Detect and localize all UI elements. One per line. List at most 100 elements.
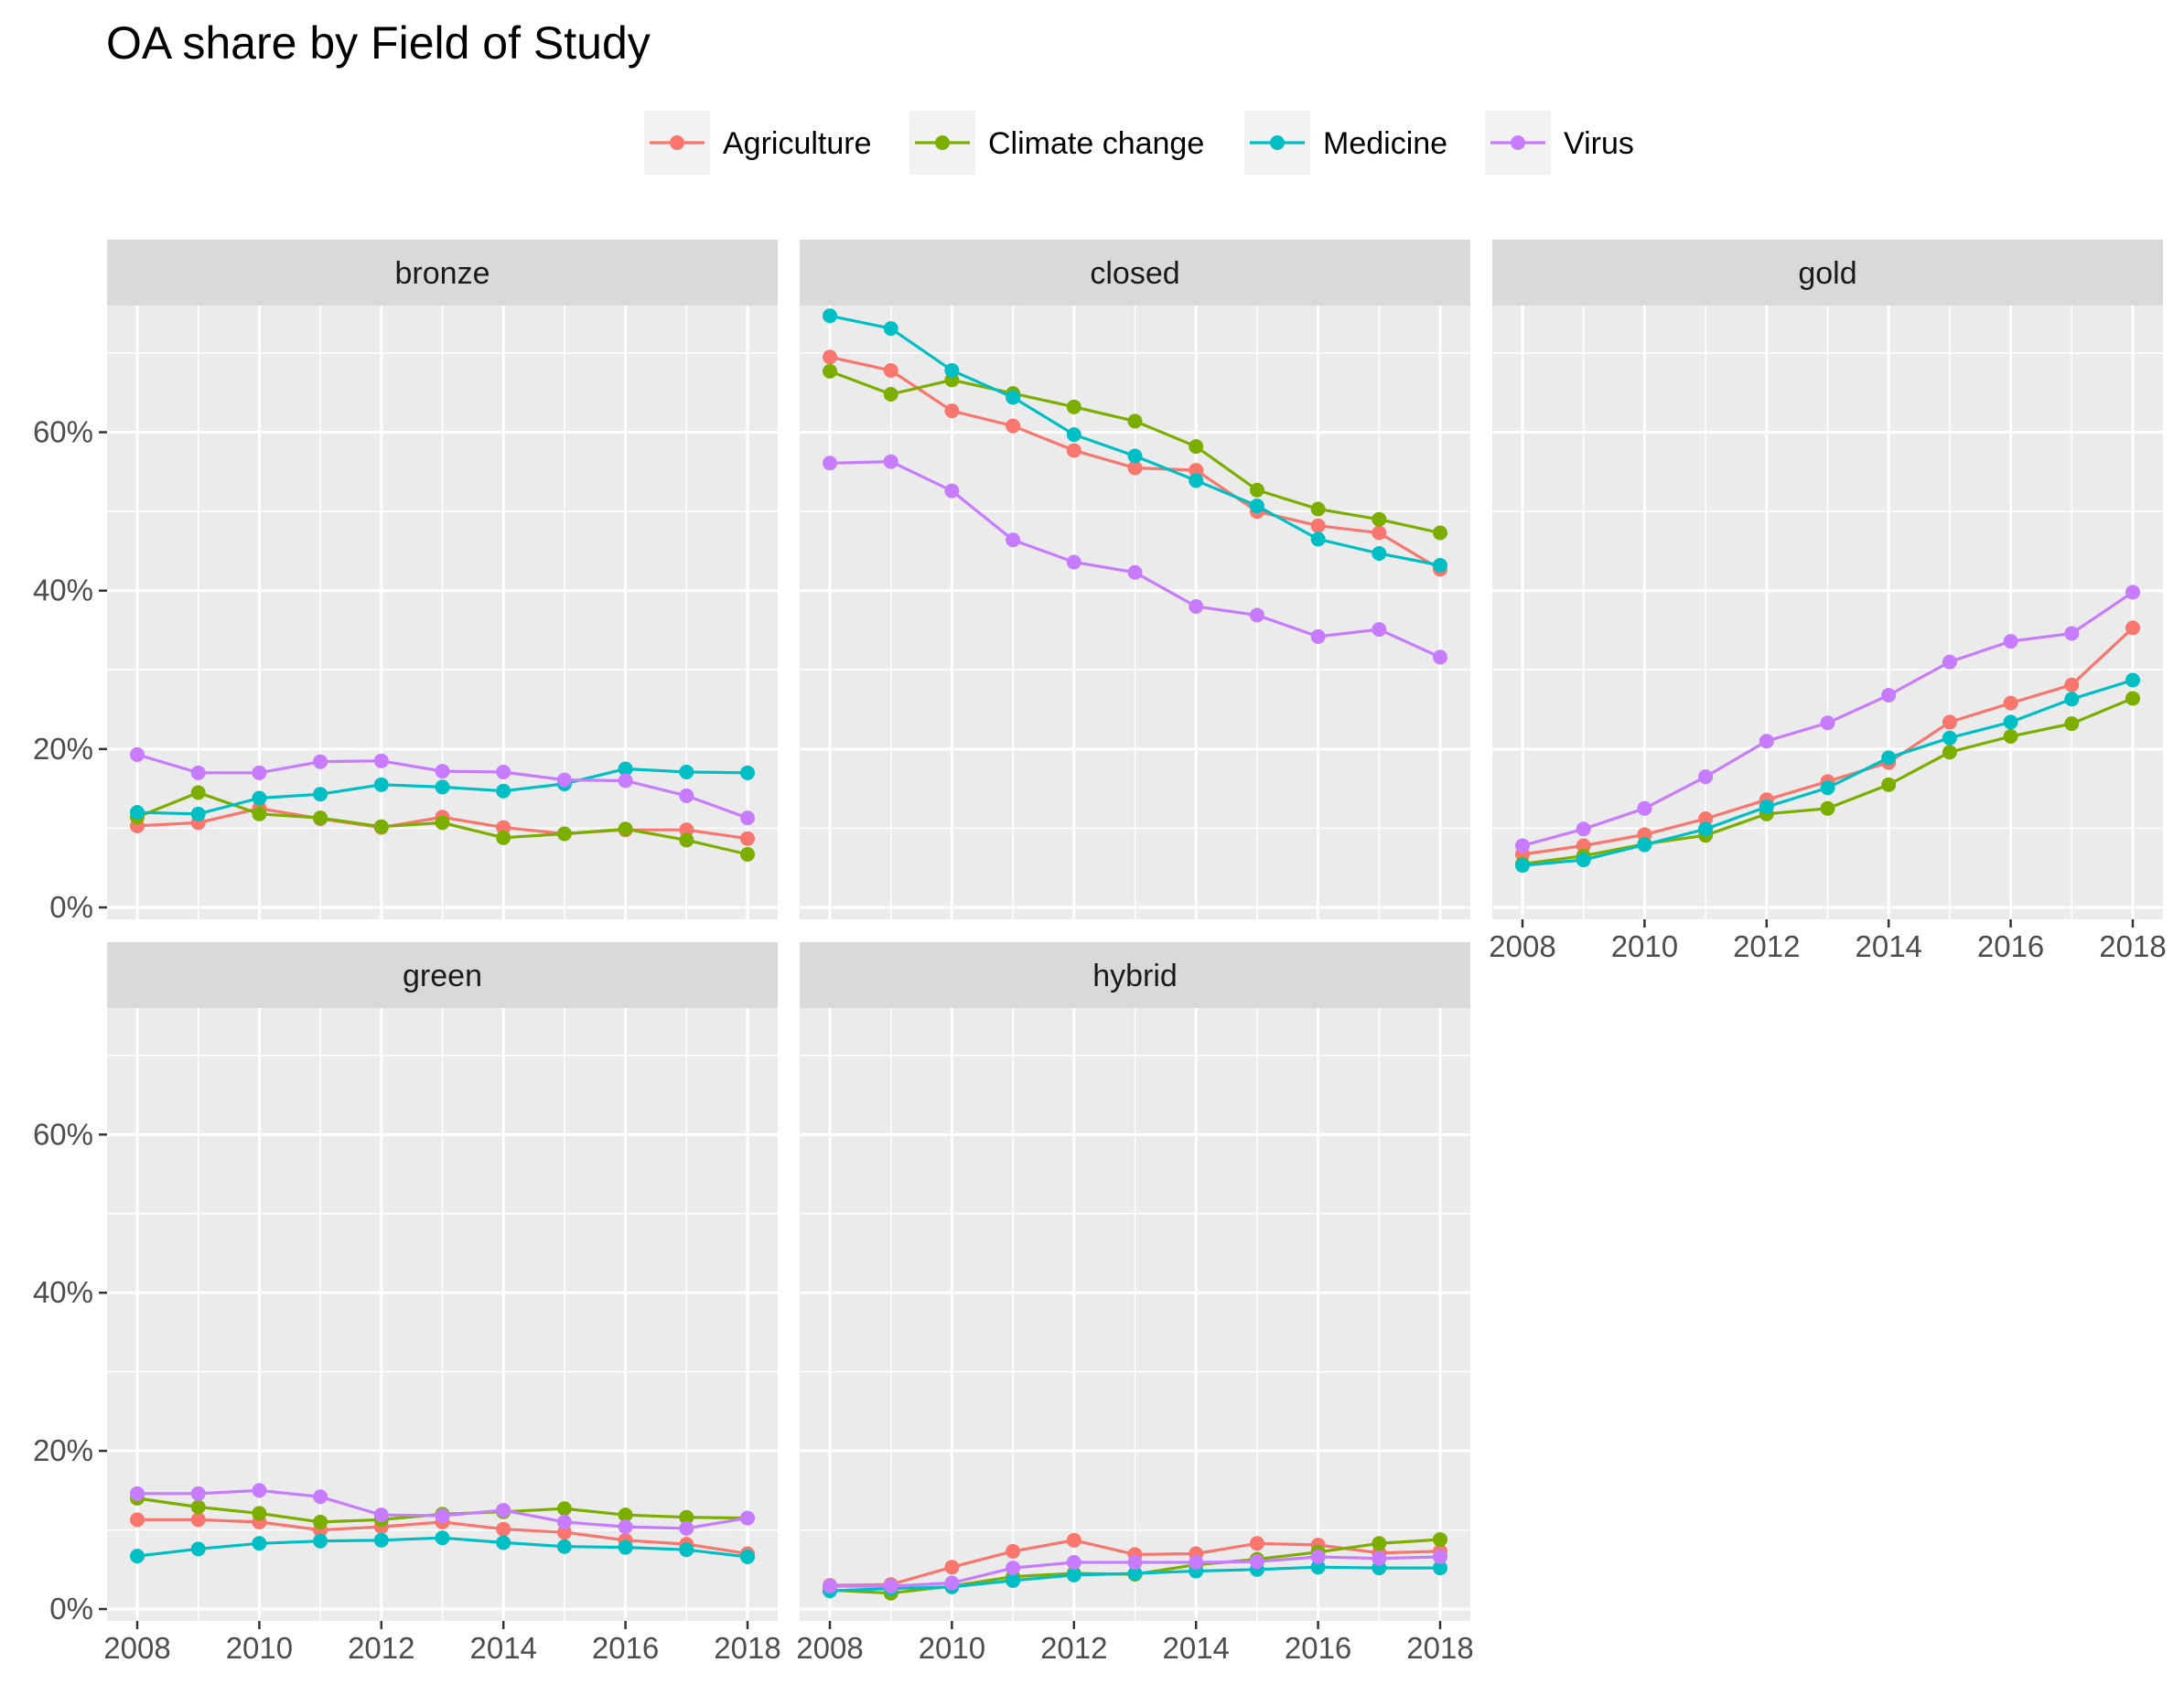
data-point [679,1509,694,1525]
data-point [1372,525,1387,541]
data-point [1127,1555,1143,1571]
y-tick-label: 0% [49,1592,93,1625]
y-tick-label: 20% [33,732,93,766]
data-point [740,1549,755,1564]
data-point [1820,800,1835,816]
data-point [1372,1536,1387,1551]
data-point [313,1514,328,1529]
data-point [252,765,267,780]
data-point [1189,463,1204,478]
legend-label: Medicine [1323,126,1447,161]
x-tick-label: 2012 [1733,929,1800,963]
data-point [1942,745,1957,760]
data-point [1127,564,1143,580]
legend-key-point [935,135,950,150]
facet-strip [800,942,1470,1008]
data-point [1759,734,1774,749]
data-point [1249,1536,1264,1551]
data-point [1006,390,1021,405]
series-medicine [130,761,755,821]
data-point [1310,531,1326,547]
data-point [1127,460,1143,476]
data-point [313,1533,328,1549]
data-point [1515,858,1530,874]
data-point [823,1578,837,1593]
y-tick-label: 40% [33,574,93,607]
y-axis: 0% 20% 40% 60% [33,415,107,924]
x-tick-label: 2010 [1611,929,1678,963]
facet-strip-label: closed [1090,256,1179,291]
data-point [944,483,960,499]
x-tick-label: 2018 [714,1631,780,1665]
data-point [313,1489,328,1505]
data-point [2064,716,2080,732]
data-point [556,1539,572,1554]
legend-item-medicine: Medicine [1244,111,1447,175]
data-point [1310,1560,1326,1575]
data-point [1310,518,1326,533]
data-point [1433,557,1447,573]
data-point [740,847,755,863]
legend-label: Virus [1564,126,1634,161]
data-point [823,308,837,324]
data-point [1006,1561,1021,1576]
data-point [679,832,694,848]
data-point [1249,499,1264,514]
data-point [556,826,572,842]
data-point [1372,622,1387,638]
facet-strip [107,240,778,306]
x-tick-label: 2012 [1040,1631,1107,1665]
data-point [1942,730,1957,746]
facet-strip-label: gold [1798,256,1856,291]
data-point [740,765,755,780]
data-point [1066,427,1081,443]
data-point [2064,692,2080,707]
data-point [679,1520,694,1536]
data-point [1066,1555,1081,1571]
data-point [190,785,206,800]
data-point [435,764,450,779]
data-point [883,454,898,469]
data-point [1698,821,1714,837]
data-point [1310,628,1326,644]
data-point [1637,800,1652,816]
data-point [679,1542,694,1558]
data-point [1127,1566,1143,1582]
x-tick-label: 2014 [1162,1631,1229,1665]
data-point [1576,853,1591,868]
x-axis: 2008 2010 2012 2014 2016 2018 [796,1621,1474,1665]
data-point [823,456,837,471]
legend-key-point [670,135,684,150]
data-point [556,772,572,788]
x-tick-label: 2014 [469,1631,536,1665]
data-point [1127,448,1143,464]
data-point [1249,1554,1264,1570]
legend-item-agriculture: Agriculture [644,111,872,175]
data-point [1698,811,1714,827]
data-point [130,1512,145,1528]
data-point [252,1506,267,1521]
data-point [1066,1567,1081,1582]
data-point [1515,838,1530,853]
x-tick-label: 2010 [919,1631,985,1665]
x-tick-label: 2012 [348,1631,414,1665]
data-point [944,1575,960,1591]
series-virus [130,1483,755,1536]
facet-panel-closed: closed [800,240,1470,919]
data-point [1820,715,1835,731]
gridlines [1492,306,2163,919]
data-point [823,349,837,365]
data-point [1249,482,1264,498]
series-virus [1515,585,2140,853]
data-point [2125,672,2140,688]
data-point [496,1502,511,1518]
facet-panel-gold: gold 2008 2010 2012 2014 2016 2018 [1489,240,2167,963]
data-point [1006,418,1021,434]
data-point [190,1541,206,1557]
series-climate-change [130,785,755,863]
facet-strip [800,240,1470,306]
data-point [313,754,328,769]
data-point [496,1535,511,1550]
data-point [190,765,206,780]
series-medicine [823,308,1447,573]
